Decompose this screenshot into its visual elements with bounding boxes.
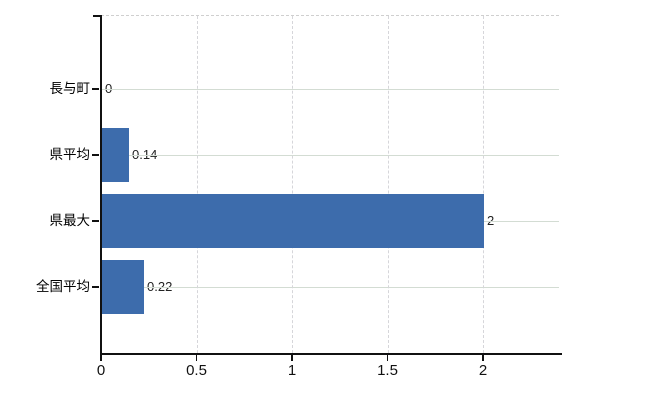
x-tick-label: 0.5	[186, 362, 207, 379]
category-label: 長与町	[49, 81, 91, 96]
x-axis-line	[100, 353, 562, 355]
horizontal-gridline	[102, 89, 559, 90]
value-label: 0	[105, 82, 112, 96]
y-axis-tick	[92, 88, 99, 90]
x-axis-tick	[482, 355, 484, 361]
bar	[102, 260, 144, 314]
x-axis-tick	[100, 355, 102, 361]
value-label: 0.22	[147, 279, 173, 294]
y-axis-line	[100, 15, 102, 360]
y-axis-tick	[92, 220, 99, 222]
plot-top-border	[101, 15, 559, 16]
horizontal-gridline	[102, 287, 559, 288]
x-axis-tick	[195, 355, 197, 361]
x-tick-label: 2	[478, 362, 488, 379]
category-label: 全国平均	[36, 279, 90, 294]
x-tick-label: 0	[96, 362, 106, 379]
y-axis-end-tick	[93, 15, 100, 17]
category-label: 県平均	[49, 147, 91, 162]
vertical-gridline	[387, 16, 389, 353]
y-axis-tick	[92, 154, 99, 156]
y-axis-tick	[92, 286, 99, 288]
horizontal-gridline	[102, 155, 559, 156]
value-label: 0.14	[132, 147, 158, 162]
value-label: 2	[487, 214, 494, 228]
vertical-gridline	[483, 16, 484, 353]
x-axis-tick	[386, 355, 388, 361]
x-tick-label: 1.5	[377, 362, 398, 379]
vertical-gridline	[196, 16, 198, 353]
x-axis-tick	[291, 355, 293, 361]
vertical-gridline	[292, 16, 293, 353]
x-tick-label: 1	[287, 362, 297, 379]
bar	[102, 194, 484, 248]
bar	[102, 128, 129, 182]
category-label: 県最大	[49, 213, 91, 228]
